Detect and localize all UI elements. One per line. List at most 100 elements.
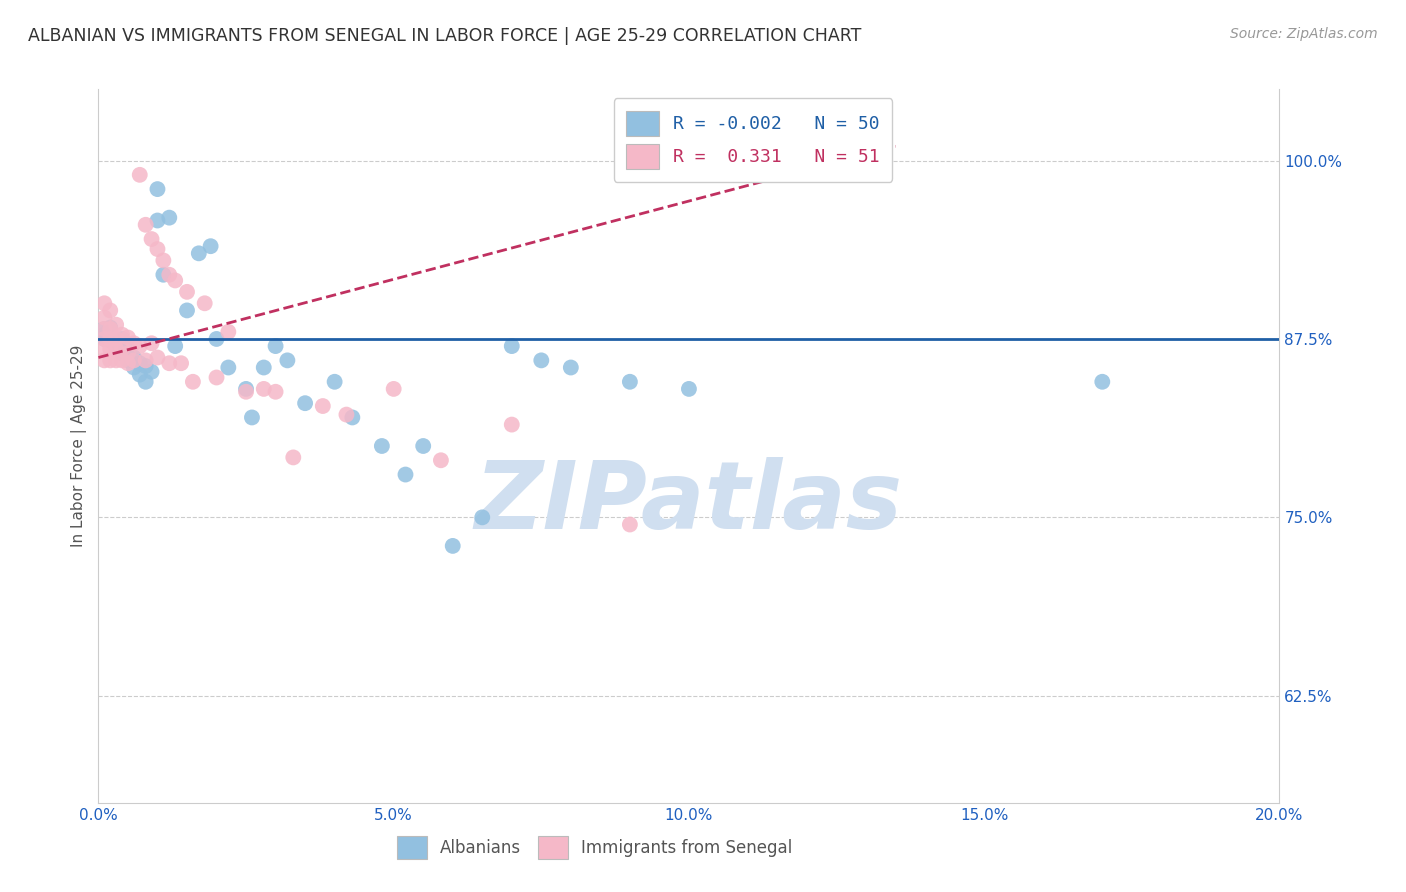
Point: [240, 410, 263, 425]
Point: [105, 332, 128, 346]
Point: [253, 382, 276, 396]
Point: [264, 339, 287, 353]
Point: [312, 399, 335, 413]
Point: [205, 370, 228, 384]
Point: [98, 334, 121, 348]
Point: [105, 342, 128, 356]
Point: [111, 346, 134, 360]
Point: [111, 353, 134, 368]
Point: [323, 375, 346, 389]
Point: [170, 356, 193, 370]
Point: [122, 353, 145, 368]
Point: [146, 351, 169, 365]
Text: ZIPatlas: ZIPatlas: [475, 457, 903, 549]
Point: [678, 382, 700, 396]
Point: [93, 342, 115, 356]
Point: [93, 327, 115, 342]
Point: [157, 356, 180, 370]
Point: [93, 332, 115, 346]
Point: [194, 296, 217, 310]
Point: [141, 336, 163, 351]
Point: [122, 360, 145, 375]
Point: [157, 211, 180, 225]
Point: [98, 322, 121, 336]
Point: [501, 417, 523, 432]
Point: [135, 353, 157, 368]
Point: [141, 232, 163, 246]
Point: [394, 467, 416, 482]
Point: [152, 268, 174, 282]
Y-axis label: In Labor Force | Age 25-29: In Labor Force | Age 25-29: [72, 345, 87, 547]
Point: [501, 339, 523, 353]
Point: [98, 303, 121, 318]
Point: [135, 218, 157, 232]
Point: [217, 325, 239, 339]
Point: [135, 375, 157, 389]
Point: [342, 410, 364, 425]
Point: [146, 242, 169, 256]
Point: [111, 332, 134, 346]
Point: [187, 246, 209, 260]
Point: [105, 336, 128, 351]
Point: [141, 365, 163, 379]
Point: [98, 342, 121, 356]
Point: [135, 359, 157, 373]
Point: [105, 339, 128, 353]
Point: [105, 318, 128, 332]
Point: [430, 453, 453, 467]
Point: [217, 360, 239, 375]
Point: [146, 213, 169, 227]
Point: [371, 439, 394, 453]
Point: [93, 322, 115, 336]
Point: [105, 353, 128, 368]
Point: [235, 382, 257, 396]
Point: [276, 353, 298, 368]
Point: [176, 303, 198, 318]
Point: [619, 517, 641, 532]
Point: [264, 384, 287, 399]
Point: [235, 384, 257, 399]
Point: [122, 336, 145, 351]
Point: [93, 296, 115, 310]
Point: [441, 539, 464, 553]
Point: [294, 396, 316, 410]
Point: [122, 351, 145, 365]
Point: [93, 332, 115, 346]
Point: [146, 182, 169, 196]
Point: [117, 330, 139, 344]
Point: [117, 342, 139, 356]
Point: [111, 327, 134, 342]
Point: [181, 375, 204, 389]
Point: [117, 353, 139, 368]
Point: [93, 353, 115, 368]
Point: [98, 330, 121, 344]
Point: [165, 273, 187, 287]
Point: [128, 339, 150, 353]
Point: [205, 332, 228, 346]
Point: [111, 342, 134, 356]
Point: [98, 332, 121, 346]
Point: [128, 368, 150, 382]
Point: [117, 356, 139, 370]
Point: [200, 239, 222, 253]
Point: [157, 268, 180, 282]
Point: [471, 510, 494, 524]
Text: Source: ZipAtlas.com: Source: ZipAtlas.com: [1230, 27, 1378, 41]
Point: [93, 322, 115, 336]
Point: [165, 339, 187, 353]
Point: [128, 356, 150, 370]
Point: [283, 450, 305, 465]
Point: [335, 408, 357, 422]
Point: [128, 168, 150, 182]
Point: [117, 346, 139, 360]
Point: [619, 375, 641, 389]
Point: [98, 353, 121, 368]
Point: [98, 320, 121, 334]
Point: [111, 337, 134, 351]
Point: [412, 439, 434, 453]
Point: [382, 382, 405, 396]
Point: [1091, 375, 1114, 389]
Legend: Albanians, Immigrants from Senegal: Albanians, Immigrants from Senegal: [389, 829, 799, 866]
Point: [176, 285, 198, 299]
Point: [152, 253, 174, 268]
